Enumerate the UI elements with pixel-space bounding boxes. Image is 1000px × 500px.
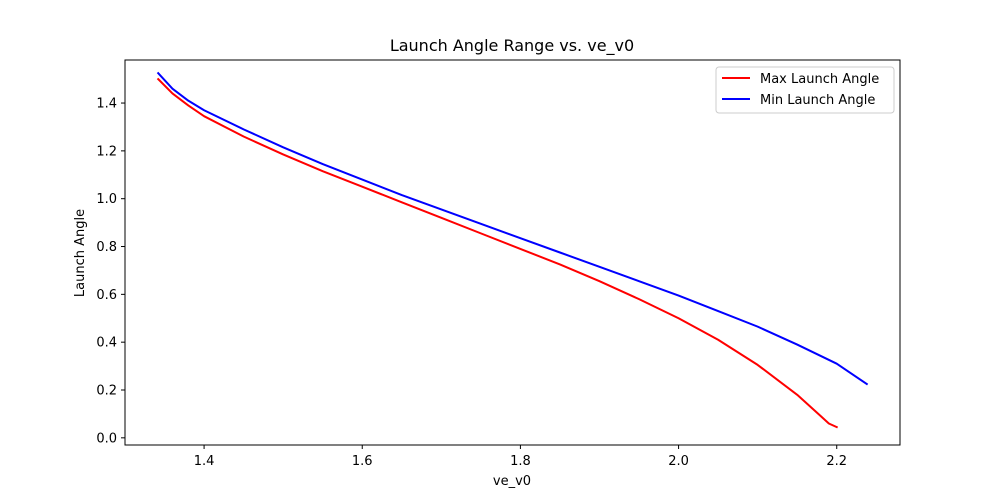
y-tick-label: 1.2 [96,144,117,159]
y-axis: 0.0 0.2 0.4 0.6 0.8 1.0 1.2 1.4 [96,97,125,446]
plot-frame [124,59,901,446]
chart-title: Launch Angle Range vs. ve_v0 [390,36,634,56]
x-tick-label: 1.8 [510,454,531,469]
x-tick-label: 2.0 [668,454,689,469]
legend-label-min: Min Launch Angle [760,93,875,108]
plot-lines [156,71,869,429]
y-tick-label: 0.4 [96,336,117,351]
y-tick-label: 0.0 [96,431,117,446]
y-tick-label: 0.6 [96,288,117,303]
legend-label-max: Max Launch Angle [760,72,879,87]
y-tick-label: 0.2 [96,384,117,399]
x-tick-label: 1.4 [194,454,215,469]
x-tick-label: 1.6 [352,454,373,469]
y-tick-label: 1.0 [96,192,117,207]
x-axis-label: ve_v0 [493,474,531,489]
y-tick-label: 1.4 [96,97,117,112]
x-axis: 1.4 1.6 1.8 2.0 2.2 [194,445,847,469]
legend: Max Launch Angle Min Launch Angle [715,66,895,114]
y-tick-label: 0.8 [96,240,117,255]
series-line-min-launch-angle [156,71,869,386]
legend-box [715,66,895,114]
y-axis-label: Launch Angle [73,209,88,297]
x-tick-label: 2.2 [826,454,847,469]
series-line-max-launch-angle [156,77,839,429]
